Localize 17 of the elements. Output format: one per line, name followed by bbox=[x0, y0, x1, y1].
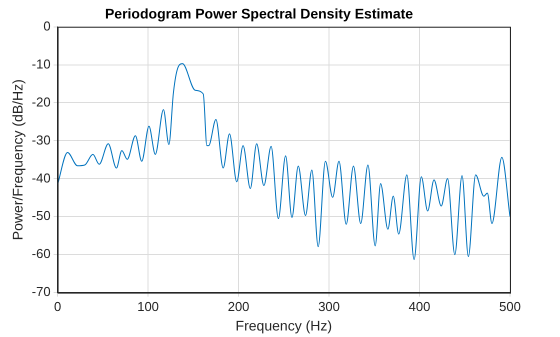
chart-title: Periodogram Power Spectral Density Estimate bbox=[104, 5, 414, 22]
x-tick-label: 500 bbox=[499, 298, 521, 314]
y-axis-title: Power/Frequency (dB/Hz) bbox=[9, 79, 26, 240]
y-tick-label: -50 bbox=[32, 208, 51, 224]
x-tick-label: 200 bbox=[228, 298, 250, 314]
x-tick-label: 100 bbox=[137, 298, 159, 314]
x-tick-label: 0 bbox=[54, 298, 62, 314]
x-tick-label: 300 bbox=[318, 298, 340, 314]
y-tick-label: -30 bbox=[32, 132, 51, 148]
y-tick-label: -70 bbox=[32, 284, 51, 300]
y-tick-label: -60 bbox=[32, 246, 51, 262]
y-tick-label: -10 bbox=[32, 56, 51, 72]
y-tick-label: 0 bbox=[43, 18, 51, 34]
x-axis-title: Frequency (Hz) bbox=[236, 317, 332, 334]
x-tick-label: 400 bbox=[408, 298, 430, 314]
y-tick-label: -20 bbox=[32, 94, 51, 110]
y-tick-label: -40 bbox=[32, 170, 51, 186]
